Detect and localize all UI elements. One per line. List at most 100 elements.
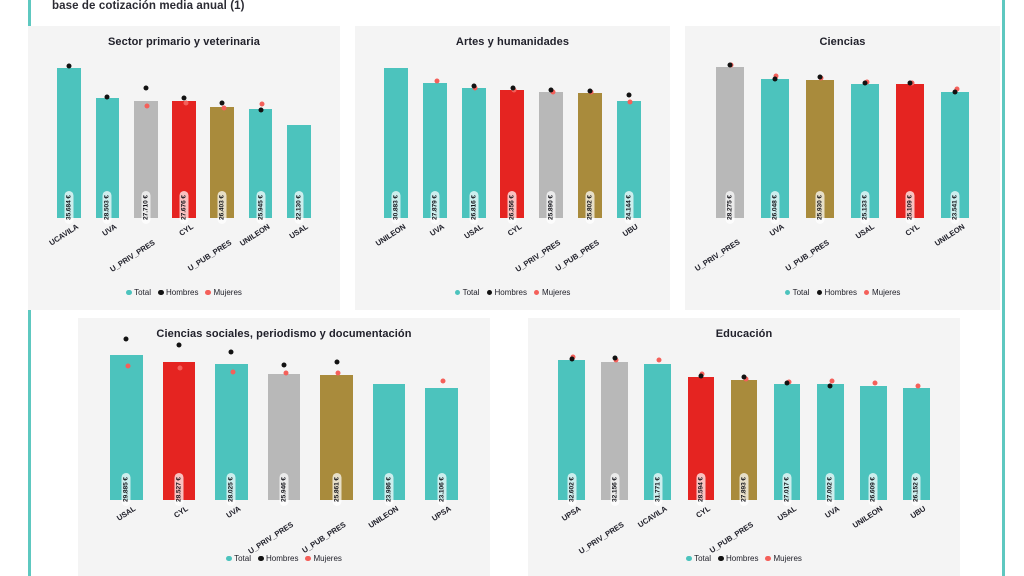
women-marker-dot[interactable] xyxy=(230,369,236,375)
bar-group[interactable]: 25.930 € xyxy=(805,58,834,224)
legend-entry[interactable]: Hombres xyxy=(816,288,857,297)
legend-entry[interactable]: Hombres xyxy=(486,288,527,297)
women-marker-dot[interactable] xyxy=(627,99,633,105)
bar-group[interactable]: 27.017 € xyxy=(773,350,801,506)
bar-group[interactable]: 28.275 € xyxy=(715,58,744,224)
bar[interactable] xyxy=(57,67,81,218)
legend-entry[interactable]: Total xyxy=(454,288,480,297)
men-marker-dot[interactable] xyxy=(281,362,287,368)
men-marker-dot[interactable] xyxy=(181,95,187,101)
men-marker-dot[interactable] xyxy=(626,92,632,98)
bar-group[interactable]: 25.109 € xyxy=(896,58,925,224)
legend-entry[interactable]: Total xyxy=(784,288,810,297)
bar-group[interactable]: 25.802 € xyxy=(577,58,602,224)
men-marker-dot[interactable] xyxy=(228,349,234,355)
bar-group[interactable]: 28.527 € xyxy=(162,350,196,506)
legend-entry[interactable]: Mujeres xyxy=(765,554,802,563)
bar-group[interactable]: 25.946 € xyxy=(267,350,301,506)
women-marker-dot[interactable] xyxy=(915,383,921,389)
bar-group[interactable]: 23.106 € xyxy=(425,350,458,506)
men-marker-dot[interactable] xyxy=(612,355,618,361)
women-marker-dot[interactable] xyxy=(259,101,265,107)
bar-group[interactable]: 25.890 € xyxy=(539,58,564,224)
men-marker-dot[interactable] xyxy=(548,87,554,93)
women-marker-dot[interactable] xyxy=(125,363,131,369)
bar-group[interactable]: 28.025 € xyxy=(215,350,248,506)
bar-group[interactable]: 26.816 € xyxy=(461,58,486,224)
men-marker-dot[interactable] xyxy=(952,89,958,95)
men-marker-dot[interactable] xyxy=(587,88,593,94)
bar-group[interactable]: 32.602 € xyxy=(558,350,585,506)
women-marker-dot[interactable] xyxy=(221,105,227,111)
men-marker-dot[interactable] xyxy=(727,62,733,68)
bar[interactable] xyxy=(95,98,120,218)
bar-group[interactable]: 24.144 € xyxy=(616,58,641,224)
bar-group[interactable]: 28.503 € xyxy=(95,58,120,224)
bar[interactable] xyxy=(210,106,235,218)
legend-entry[interactable]: Mujeres xyxy=(863,288,900,297)
bar-group[interactable]: 27.676 € xyxy=(172,58,196,224)
bar-group[interactable]: 25.945 € xyxy=(248,58,273,224)
men-marker-dot[interactable] xyxy=(66,63,72,69)
bar-group[interactable]: 26.356 € xyxy=(500,58,525,224)
men-marker-dot[interactable] xyxy=(334,359,340,365)
women-marker-dot[interactable] xyxy=(872,380,878,386)
bar-group[interactable]: 27.879 € xyxy=(423,58,448,224)
men-marker-dot[interactable] xyxy=(862,80,868,86)
bar-group[interactable]: 27.002 € xyxy=(816,350,844,506)
men-marker-dot[interactable] xyxy=(784,380,790,386)
bar-group[interactable]: 31.771 € xyxy=(644,350,672,506)
men-marker-dot[interactable] xyxy=(258,107,264,113)
legend-entry[interactable]: Total xyxy=(686,554,711,563)
bar[interactable] xyxy=(133,101,158,218)
bar-group[interactable]: 25.861 € xyxy=(320,350,353,506)
bar-group[interactable]: 26.403 € xyxy=(210,58,235,224)
legend-entry[interactable]: Hombres xyxy=(718,554,758,563)
women-marker-dot[interactable] xyxy=(656,357,662,363)
bar-group[interactable]: 28.594 € xyxy=(687,350,715,506)
bar-group[interactable]: 22.130 € xyxy=(286,58,311,224)
women-marker-dot[interactable] xyxy=(434,78,440,84)
bar-group[interactable]: 26.609 € xyxy=(859,350,887,506)
men-marker-dot[interactable] xyxy=(827,383,833,389)
women-marker-dot[interactable] xyxy=(773,73,779,79)
bar-group[interactable]: 32.156 € xyxy=(601,350,629,506)
legend-entry[interactable]: Hombres xyxy=(158,288,198,297)
bar[interactable] xyxy=(248,108,273,218)
legend-entry[interactable]: Mujeres xyxy=(305,554,342,563)
women-marker-dot[interactable] xyxy=(829,378,835,384)
legend-entry[interactable]: Total xyxy=(126,288,151,297)
bar-group[interactable]: 25.133 € xyxy=(851,58,880,224)
men-marker-dot[interactable] xyxy=(698,373,704,379)
men-marker-dot[interactable] xyxy=(104,94,110,100)
women-marker-dot[interactable] xyxy=(440,378,446,384)
bar-group[interactable]: 26.152 € xyxy=(903,350,930,506)
legend-entry[interactable]: Total xyxy=(226,554,251,563)
bar-group[interactable]: 26.048 € xyxy=(760,58,789,224)
legend-entry[interactable]: Mujeres xyxy=(533,288,570,297)
men-marker-dot[interactable] xyxy=(741,374,747,380)
women-marker-dot[interactable] xyxy=(283,370,288,376)
men-marker-dot[interactable] xyxy=(123,336,129,342)
men-marker-dot[interactable] xyxy=(143,85,149,91)
women-marker-dot[interactable] xyxy=(183,100,188,106)
bar-group[interactable]: 29.885 € xyxy=(109,350,143,506)
women-marker-dot[interactable] xyxy=(177,365,183,371)
men-marker-dot[interactable] xyxy=(471,83,477,89)
men-marker-dot[interactable] xyxy=(219,100,225,106)
men-marker-dot[interactable] xyxy=(510,85,515,91)
bar[interactable] xyxy=(286,124,311,218)
bar[interactable] xyxy=(172,101,196,218)
legend-entry[interactable]: Hombres xyxy=(258,554,298,563)
bar-group[interactable]: 27.710 € xyxy=(133,58,158,224)
women-marker-dot[interactable] xyxy=(144,103,150,109)
bar-group[interactable]: 27.893 € xyxy=(730,350,758,506)
men-marker-dot[interactable] xyxy=(907,80,913,86)
bar-group[interactable]: 23.541 € xyxy=(941,58,970,224)
men-marker-dot[interactable] xyxy=(176,342,182,348)
bar-group[interactable]: 30.883 € xyxy=(384,58,409,224)
women-marker-dot[interactable] xyxy=(335,370,341,376)
legend-entry[interactable]: Mujeres xyxy=(205,288,242,297)
men-marker-dot[interactable] xyxy=(772,76,778,82)
women-marker-dot[interactable] xyxy=(954,86,960,92)
